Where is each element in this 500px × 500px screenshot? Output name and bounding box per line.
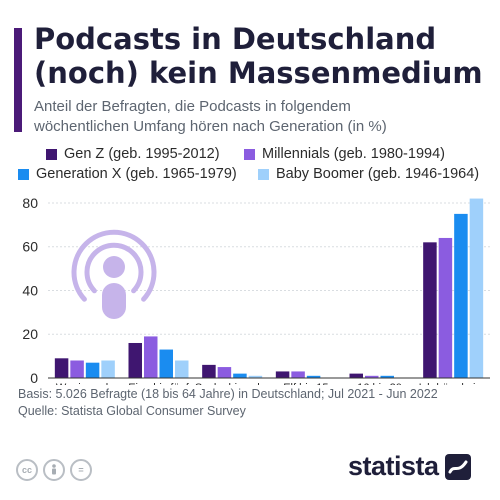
- bar: [438, 237, 453, 378]
- legend-label-gen-z: Gen Z (geb. 1995-2012): [64, 146, 220, 162]
- bar: [217, 367, 232, 378]
- x-tick-label: Sechs bis zehnStunden: [195, 382, 270, 385]
- title-accent-bar: [14, 28, 22, 132]
- bar: [144, 336, 158, 378]
- bar: [349, 373, 363, 378]
- bar: [469, 198, 484, 378]
- bar: [70, 360, 84, 378]
- legend-label-millennials: Millennials (geb. 1980-1994): [262, 146, 445, 162]
- bar: [454, 213, 468, 378]
- bar: [275, 371, 290, 378]
- x-tick-label: Weniger alseine Stunde: [55, 382, 114, 385]
- brand-name: statista: [348, 451, 439, 481]
- chart-subtitle-line-1: Anteil der Befragten, die Podcasts in fo…: [34, 98, 351, 115]
- legend-item-generation-x: Generation X (geb. 1965-1979): [18, 166, 237, 182]
- bar: [159, 349, 173, 378]
- statista-logo-icon: [444, 453, 471, 480]
- bar-chart: 0 20 40 60 80 Weniger alseine Stunde Eine bis…: [22, 195, 490, 385]
- y-tick-label: 40: [22, 282, 38, 298]
- legend-label-generation-x: Generation X (geb. 1965-1979): [36, 166, 237, 182]
- chart-subtitle: Anteil der Befragten, die Podcasts in fo…: [34, 97, 484, 137]
- chart-subtitle-line-2: wöchentlichen Umfang hören nach Generati…: [34, 118, 387, 135]
- chart-footer: Basis: 5.026 Befragte (18 bis 64 Jahre) …: [18, 386, 438, 420]
- bar: [423, 242, 437, 378]
- x-axis-tick-labels: Weniger alseine Stunde Eine bis fünfStund…: [55, 382, 488, 385]
- footer-basis: Basis: 5.026 Befragte (18 bis 64 Jahre) …: [18, 387, 438, 401]
- bar: [202, 364, 216, 378]
- chart-title-line-2: (noch) kein Massenmedium: [34, 56, 483, 90]
- x-tick-label: Ich höre keinePodcasts: [419, 382, 488, 385]
- bar: [101, 360, 115, 378]
- bar: [248, 375, 263, 378]
- bar: [128, 342, 142, 378]
- legend-item-gen-z: Gen Z (geb. 1995-2012): [46, 146, 220, 162]
- bar: [365, 375, 379, 378]
- x-tick-label: Eine bis fünfStunden: [128, 382, 189, 385]
- bar: [306, 375, 321, 378]
- cc-icon: cc: [16, 459, 38, 481]
- attribution-icon: [43, 459, 65, 481]
- statista-brand: statista: [348, 451, 471, 482]
- bar: [233, 373, 247, 378]
- legend-swatch-baby-boomer: [258, 168, 269, 180]
- bar: [175, 360, 189, 378]
- chart-bars: [54, 198, 484, 378]
- footer-source: Quelle: Statista Global Consumer Survey: [18, 404, 246, 418]
- y-tick-label: 80: [22, 195, 38, 211]
- bar: [380, 375, 394, 378]
- y-tick-label: 20: [22, 326, 38, 342]
- x-tick-label: 16 bis 20Stunden: [357, 382, 402, 385]
- bar: [85, 362, 100, 378]
- y-axis-tick-labels: 0 20 40 60 80: [22, 195, 38, 385]
- legend-item-millennials: Millennials (geb. 1980-1994): [244, 146, 445, 162]
- legend-swatch-millennials: [244, 148, 255, 160]
- legend-label-baby-boomer: Baby Boomer (geb. 1946-1964): [276, 166, 480, 182]
- legend-swatch-gen-z: [46, 148, 57, 160]
- license-icons: cc =: [16, 459, 92, 481]
- no-derivatives-icon: =: [70, 459, 92, 481]
- x-tick-label: Elf bis 15Stunden: [283, 382, 328, 385]
- podcast-icon: [71, 229, 157, 319]
- y-tick-label: 60: [22, 239, 38, 255]
- bar: [54, 358, 69, 378]
- bar: [291, 371, 305, 378]
- y-tick-label: 0: [30, 370, 38, 385]
- legend-item-baby-boomer: Baby Boomer (geb. 1946-1964): [258, 166, 479, 182]
- chart-title: Podcasts in Deutschland (noch) kein Mass…: [34, 22, 484, 90]
- legend-swatch-generation-x: [18, 168, 29, 180]
- chart-title-line-1: Podcasts in Deutschland: [34, 22, 437, 56]
